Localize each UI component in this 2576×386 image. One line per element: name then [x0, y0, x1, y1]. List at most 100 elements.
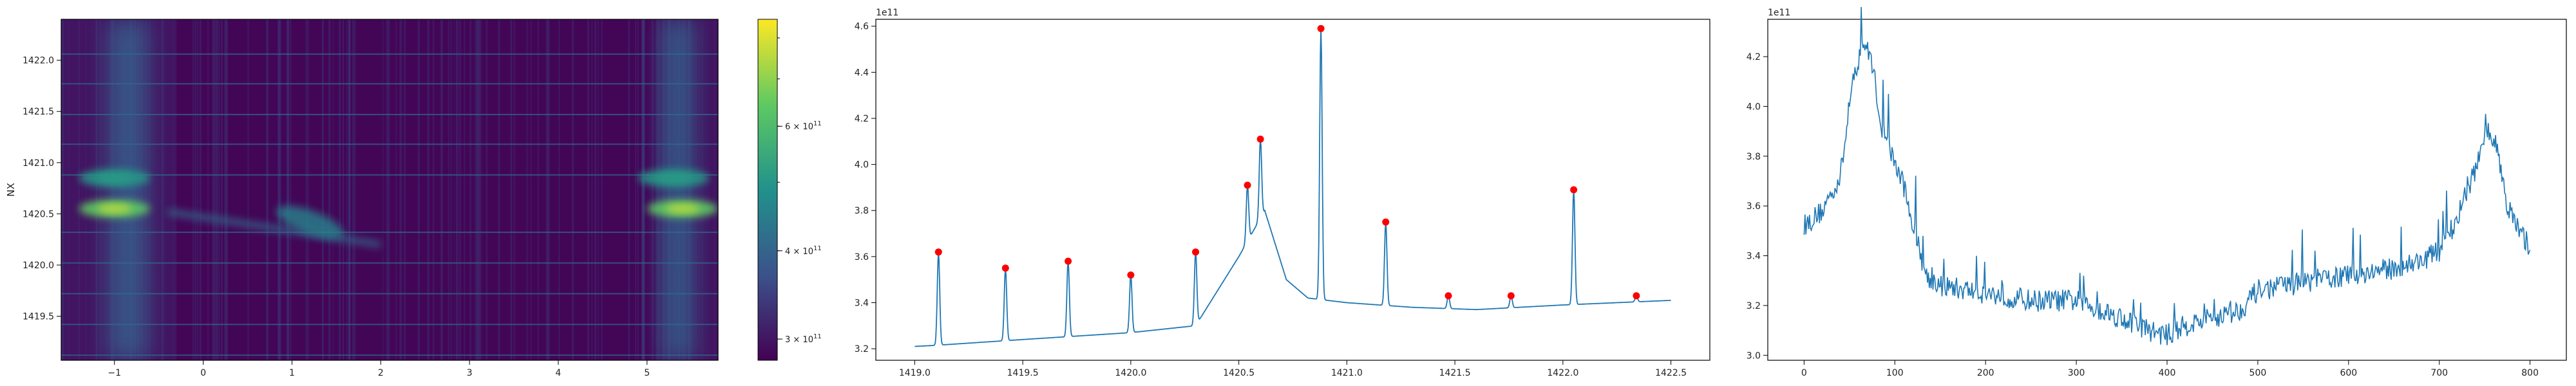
noisy-x-tick-label: 500: [2249, 368, 2267, 378]
heatmap-stripe: [427, 19, 430, 360]
peaks-x-tick-label: 1422.5: [1655, 368, 1687, 378]
heatmap-stripe: [161, 19, 164, 360]
heatmap-y-tick-label: 1422.0: [23, 56, 54, 66]
heatmap-stripe: [343, 19, 344, 360]
heatmap-stripe: [221, 19, 223, 360]
peak-marker: [1507, 292, 1515, 300]
heatmap-stripe: [307, 19, 310, 360]
heatmap-stripe: [192, 19, 194, 360]
heatmap-horizontal-line: [61, 262, 718, 264]
heatmap-hot-spot-core: [665, 204, 699, 214]
heatmap-horizontal-line: [61, 53, 718, 55]
heatmap-stripe: [475, 19, 477, 360]
heatmap-stripe: [346, 19, 348, 360]
peaks-y-tick-label: 4.2: [855, 114, 869, 124]
heatmap-panel: −1 0 1 2 3 4 5 1419.51420.01420.51421.01421.51…: [5, 19, 719, 378]
colorbar-frame: [757, 19, 778, 361]
heatmap-stripe: [513, 19, 516, 360]
heatmap-x-tick-label: −1: [108, 368, 121, 378]
heatmap-stripe: [216, 19, 218, 360]
heatmap-stripe: [642, 19, 645, 360]
heatmap-stripe: [62, 19, 64, 360]
peaks-x-tick-label: 1420.0: [1115, 368, 1146, 378]
heatmap-stripe: [714, 19, 715, 360]
heatmap-stripe: [545, 19, 549, 360]
noisy-x-ticks: 0 100 200 300 400 500 600 700 800: [1801, 360, 2539, 378]
heatmap-stripe: [399, 19, 401, 360]
heatmap-stripe: [456, 19, 459, 360]
peaks-y-tick-label: 4.0: [855, 160, 869, 170]
peak-marker: [1244, 181, 1251, 189]
heatmap-stripe: [61, 19, 64, 360]
peak-marker: [1001, 264, 1009, 272]
heatmap-hot-spot-core: [97, 173, 131, 183]
heatmap-x-tick-label: 1: [289, 368, 295, 378]
heatmap-stripe: [225, 19, 227, 360]
heatmap-stripe: [526, 19, 529, 360]
heatmap-stripe: [448, 19, 450, 360]
heatmap-stripe: [479, 19, 482, 360]
colorbar-tick-label: 6 × 1011: [785, 120, 822, 132]
colorbar-ticks: 3 × 1011 4 × 1011 6 × 1011: [777, 37, 822, 345]
heatmap-y-tick-label: 1421.0: [23, 158, 54, 169]
heatmap-stripe: [643, 19, 646, 360]
noisy-y-tick-label: 4.0: [1747, 102, 1761, 112]
noisy-x-tick-label: 800: [2521, 368, 2539, 378]
peaks-line-panel: 1e11 1419.0 1419.5 1420.0 1420.5 1421.0 1421.…: [855, 8, 1710, 378]
heatmap-stripe: [400, 19, 402, 360]
peaks-y-tick-label: 3.4: [855, 298, 869, 308]
heatmap-stripe: [417, 19, 420, 360]
heatmap-stripe: [440, 19, 443, 360]
peaks-x-tick-label: 1421.0: [1331, 368, 1363, 378]
heatmap-stripe: [348, 19, 351, 360]
heatmap-stripe: [558, 19, 560, 360]
heatmap-y-tick-label: 1419.5: [23, 312, 54, 322]
heatmap-stripe: [510, 19, 512, 360]
heatmap-stripe: [650, 19, 652, 360]
heatmap-stripe: [635, 19, 636, 360]
heatmap-stripe: [224, 19, 227, 360]
heatmap-bright-band: [108, 19, 148, 360]
heatmap-image: [61, 19, 718, 360]
noisy-x-tick-label: 600: [2340, 368, 2357, 378]
heatmap-stripe: [286, 19, 289, 360]
heatmap-stripe: [537, 19, 539, 360]
heatmap-stripe: [197, 19, 198, 360]
heatmap-stripe: [194, 19, 196, 360]
heatmap-stripe: [78, 19, 80, 360]
noisy-line-panel: 1e11 0 100 200 300 400 500 600 700 800 3.0 3.2 3.4…: [1747, 6, 2567, 378]
noisy-x-tick-label: 200: [1977, 368, 1994, 378]
noisy-x-tick-label: 300: [2068, 368, 2085, 378]
heatmap-y-ticks: 1419.5 1420.0 1420.5 1421.0 1421.5 1422.0: [23, 56, 61, 322]
heatmap-frame: [61, 19, 719, 361]
heatmap-x-tick-label: 4: [555, 368, 561, 378]
heatmap-stripe: [641, 19, 644, 360]
peak-marker: [1127, 271, 1135, 279]
heatmap-stripe: [214, 19, 217, 360]
heatmap-y-tick-label: 1420.5: [23, 209, 54, 219]
heatmap-stripe: [267, 19, 269, 360]
heatmap-stripe: [68, 19, 70, 360]
heatmap-stripe: [642, 19, 645, 360]
heatmap-stripe: [289, 19, 292, 360]
peaks-offset-text: 1e11: [876, 8, 898, 18]
heatmap-stripe: [199, 19, 202, 360]
heatmap-horizontal-line: [61, 174, 718, 176]
peak-marker: [1570, 186, 1578, 194]
peaks-x-tick-label: 1420.5: [1223, 368, 1255, 378]
heatmap-y-tick-label: 1421.5: [23, 107, 54, 117]
heatmap-x-tick-label: 0: [200, 368, 206, 378]
heatmap-stripe: [478, 19, 481, 360]
peaks-y-tick-label: 3.6: [855, 252, 869, 262]
peak-marker: [1192, 248, 1200, 256]
heatmap-hot-spot-core: [97, 204, 131, 214]
noisy-y-tick-label: 3.8: [1747, 152, 1761, 162]
heatmap-stripe: [207, 19, 209, 360]
heatmap-hot-spot-core: [657, 173, 691, 183]
peak-marker: [1065, 257, 1072, 265]
noisy-x-tick-label: 0: [1801, 368, 1807, 378]
peaks-x-tick-label: 1421.5: [1439, 368, 1471, 378]
heatmap-horizontal-line: [61, 354, 718, 356]
peak-marker: [1633, 292, 1640, 300]
heatmap-stripe: [352, 19, 355, 360]
